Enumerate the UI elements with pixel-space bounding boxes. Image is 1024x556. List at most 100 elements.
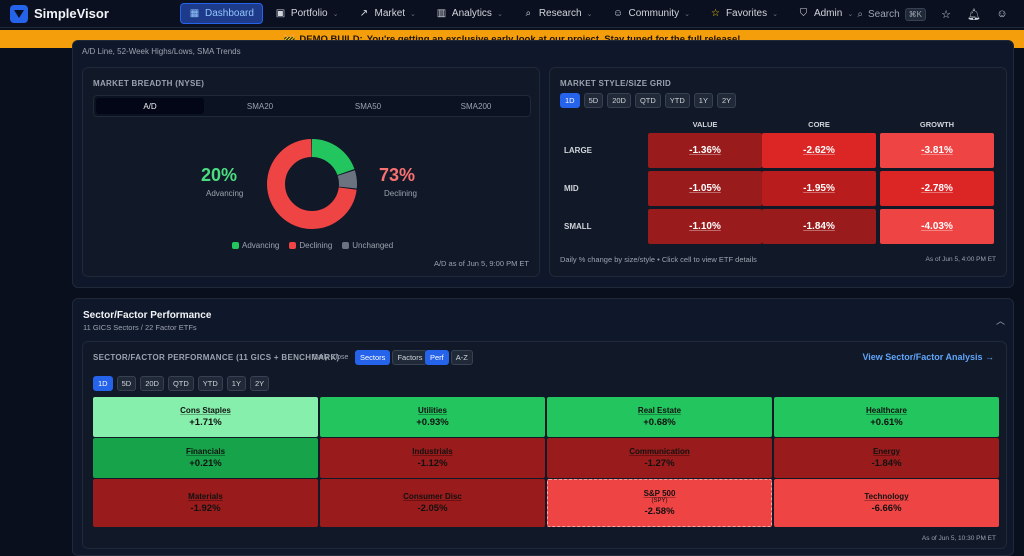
nav-item-favorites[interactable]: ☆ Favorites ⌄ xyxy=(702,4,786,23)
period-1d[interactable]: 1D xyxy=(93,376,113,391)
period-qtd[interactable]: QTD xyxy=(167,376,194,391)
breadth-donut-chart xyxy=(267,139,357,229)
view-analysis-link[interactable]: View Sector/Factor Analysis → xyxy=(862,352,994,362)
sector-tile[interactable]: Industrials -1.12% xyxy=(320,438,545,478)
sector-tile[interactable]: Technology -6.66% xyxy=(774,479,999,527)
period-ytd[interactable]: YTD xyxy=(664,93,690,108)
advancing-label: Advancing xyxy=(206,189,244,198)
sector-value: +0.68% xyxy=(643,417,676,428)
construction-icon: 🚧 xyxy=(283,33,296,45)
grid-cell[interactable]: -4.03% xyxy=(880,209,994,244)
nav-menu: ▦ Dashboard ▣ Portfolio ⌄ ↗ Market ⌄ ▥ Analytics ⌄… xyxy=(180,3,861,24)
period-20d[interactable]: 20D xyxy=(607,93,631,108)
period-qtd[interactable]: QTD xyxy=(634,93,661,108)
period-2y[interactable]: 2Y xyxy=(249,376,270,391)
grid-cell[interactable]: -2.62% xyxy=(762,133,876,168)
star-icon[interactable]: ☆ xyxy=(941,8,951,21)
grid-cell[interactable]: -3.81% xyxy=(880,133,994,168)
nav-item-portfolio[interactable]: ▣ Portfolio ⌄ xyxy=(267,4,347,23)
nav-item-analytics[interactable]: ▥ Analytics ⌄ xyxy=(428,4,511,23)
search-label: Search xyxy=(867,8,900,20)
donut-slice-advancing xyxy=(267,139,357,229)
sector-ticker: (SPY) xyxy=(651,498,668,504)
declining-pct: 73% xyxy=(379,165,416,185)
sector-tile[interactable]: Healthcare +0.61% xyxy=(774,397,999,437)
section-subtitle: 11 GICS Sectors / 22 Factor ETFs xyxy=(83,323,197,332)
style-period-pills: 1D 5D 20D QTD YTD 1Y 2Y xyxy=(560,93,737,108)
card-title: SECTOR/FACTOR PERFORMANCE (11 GICS + BEN… xyxy=(93,353,340,362)
period-ytd[interactable]: YTD xyxy=(197,376,223,391)
nav-item-label: Admin xyxy=(813,8,843,19)
sector-tile[interactable]: S&P 500 (SPY) -2.58% xyxy=(547,479,772,527)
period-1y[interactable]: 1Y xyxy=(226,376,246,391)
toggle-sectors[interactable]: Sectors xyxy=(355,350,391,365)
tab-sma20[interactable]: SMA20 xyxy=(246,101,274,111)
toggle-factors[interactable]: Factors xyxy=(392,350,428,365)
nav-item-dashboard[interactable]: ▦ Dashboard xyxy=(180,3,263,24)
search-button[interactable]: ⌕ Search ⌘K xyxy=(857,7,926,21)
donut-slice-declining xyxy=(267,139,357,229)
grid-cell[interactable]: -1.84% xyxy=(762,209,876,244)
bar-chart-icon: ▥ xyxy=(436,8,447,19)
sector-tile[interactable]: Materials -1.92% xyxy=(93,479,318,527)
column-header: VALUE xyxy=(692,120,718,129)
brand[interactable]: SimpleVisor xyxy=(10,4,160,23)
period-1y[interactable]: 1Y xyxy=(693,93,713,108)
declining-label: Declining xyxy=(384,189,417,198)
chevron-down-icon: ⌄ xyxy=(684,10,690,18)
sector-value: +1.71% xyxy=(189,417,222,428)
sector-value: -1.92% xyxy=(190,503,221,514)
toggle-perf[interactable]: Perf xyxy=(425,350,449,365)
grid-cell[interactable]: -1.05% xyxy=(648,171,762,206)
tab-ad[interactable]: A/D xyxy=(96,98,204,114)
sector-value: -1.12% xyxy=(417,458,448,469)
grid-cell[interactable]: -1.10% xyxy=(648,209,762,244)
sector-tile[interactable]: Consumer Disc -2.05% xyxy=(320,479,545,527)
search-shortcut: ⌘K xyxy=(904,7,926,21)
sector-value: +0.21% xyxy=(189,458,222,469)
legend-declining: Declining xyxy=(289,241,332,250)
grid-caption: Daily % change by size/style • Click cel… xyxy=(560,255,757,264)
nav-item-market[interactable]: ↗ Market ⌄ xyxy=(350,4,423,23)
sector-tile[interactable]: Communication -1.27% xyxy=(547,438,772,478)
nav-item-admin[interactable]: ⛉ Admin ⌄ xyxy=(790,4,861,23)
grid-cell[interactable]: -1.36% xyxy=(648,133,762,168)
sector-tile[interactable]: Energy -1.84% xyxy=(774,438,999,478)
sector-name: Materials xyxy=(188,492,223,501)
legend-advancing: Advancing xyxy=(232,241,279,250)
user-icon[interactable]: ☺ xyxy=(996,8,1008,20)
breadth-footnote: A/D as of Jun 5, 9:00 PM ET xyxy=(433,259,529,268)
chevron-down-icon: ⌄ xyxy=(847,10,854,18)
daily-close-label: Daily Close xyxy=(313,354,349,361)
tab-sma50[interactable]: SMA50 xyxy=(354,101,382,111)
period-20d[interactable]: 20D xyxy=(140,376,164,391)
sector-tile[interactable]: Real Estate +0.68% xyxy=(547,397,772,437)
grid-cell[interactable]: -2.78% xyxy=(880,171,994,206)
chevron-up-icon[interactable]: ︿ xyxy=(995,316,1005,326)
nav-item-research[interactable]: ⌕ Research ⌄ xyxy=(515,4,601,23)
bell-icon[interactable]: 🔔︎ xyxy=(967,8,981,21)
toggle-az[interactable]: A-Z xyxy=(450,350,473,365)
chevron-down-icon: ⌄ xyxy=(586,10,593,18)
nav-item-label: Research xyxy=(538,8,582,19)
banner-text: You're getting an exclusive early look a… xyxy=(366,33,741,45)
sector-tile[interactable]: Financials +0.21% xyxy=(93,438,318,478)
sort-toggle: Perf A-Z xyxy=(425,350,473,365)
sector-name: Energy xyxy=(872,447,901,456)
tab-sma200[interactable]: SMA200 xyxy=(460,101,492,111)
nav-item-label: Community xyxy=(628,8,680,19)
nav-item-community[interactable]: ☺ Community ⌄ xyxy=(605,4,698,23)
period-2y[interactable]: 2Y xyxy=(716,93,737,108)
briefcase-icon: ▣ xyxy=(275,8,286,19)
sector-tile[interactable]: Utilities +0.93% xyxy=(320,397,545,437)
sector-name: S&P 500 xyxy=(643,489,676,498)
sector-name: Financials xyxy=(185,447,226,456)
period-5d[interactable]: 5D xyxy=(583,93,604,108)
banner-bold: DEMO BUILD: xyxy=(299,33,363,45)
period-5d[interactable]: 5D xyxy=(116,376,137,391)
column-header: GROWTH xyxy=(919,120,955,129)
legend-unchanged: Unchanged xyxy=(342,241,393,250)
period-1d[interactable]: 1D xyxy=(560,93,580,108)
grid-cell[interactable]: -1.95% xyxy=(762,171,876,206)
sector-tile[interactable]: Cons Staples +1.71% xyxy=(93,397,318,437)
